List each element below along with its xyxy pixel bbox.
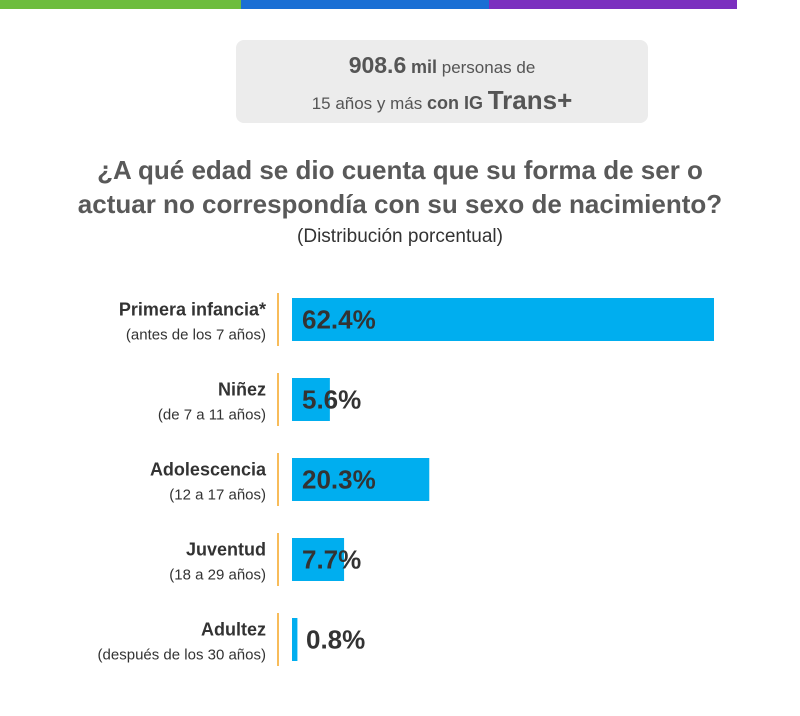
summary-total: 908.6 bbox=[348, 52, 407, 78]
summary-trans: Trans+ bbox=[487, 85, 573, 115]
category-sublabel: (antes de los 7 años) bbox=[126, 327, 266, 344]
value-label: 7.7% bbox=[302, 545, 361, 575]
summary-line1-rest: personas de bbox=[441, 58, 536, 77]
population-summary-box: 908.6 mil personas de 15 años y más con … bbox=[236, 40, 648, 123]
chart-title: ¿A qué edad se dio cuenta que su forma d… bbox=[0, 153, 800, 221]
value-label: 5.6% bbox=[302, 385, 361, 415]
category-label: Niñez bbox=[218, 380, 266, 400]
category-label: Adultez bbox=[201, 620, 266, 640]
bar bbox=[292, 298, 714, 341]
top-bar-purple bbox=[489, 0, 737, 9]
summary-line-1: 908.6 mil personas de bbox=[236, 52, 648, 81]
category-sublabel: (12 a 17 años) bbox=[169, 487, 266, 504]
category-label: Primera infancia* bbox=[119, 300, 266, 320]
value-label: 0.8% bbox=[306, 625, 365, 655]
chart-subtitle: (Distribución porcentual) bbox=[297, 226, 503, 247]
summary-unit: mil bbox=[410, 57, 437, 77]
category-sublabel: (después de los 30 años) bbox=[98, 647, 266, 664]
category-label: Adolescencia bbox=[150, 460, 267, 480]
summary-age-text: 15 años y más bbox=[311, 94, 423, 113]
top-bar-green bbox=[0, 0, 241, 9]
bar bbox=[292, 538, 345, 581]
bar bbox=[292, 618, 298, 661]
chart-title-line-1: ¿A qué edad se dio cuenta que su forma d… bbox=[97, 155, 703, 185]
top-color-bar bbox=[0, 0, 737, 9]
top-bar-blue bbox=[241, 0, 489, 9]
summary-line-2: 15 años y más con IG Trans+ bbox=[236, 87, 648, 117]
category-sublabel: (de 7 a 11 años) bbox=[158, 407, 266, 424]
value-label: 62.4% bbox=[302, 305, 376, 335]
chart-title-line-2: actuar no correspondía con su sexo de na… bbox=[77, 189, 723, 219]
value-label: 20.3% bbox=[302, 465, 376, 495]
category-label: Juventud bbox=[186, 540, 266, 560]
bar bbox=[292, 458, 430, 501]
bar bbox=[292, 378, 330, 421]
summary-con-ig: con IG bbox=[426, 93, 483, 113]
category-sublabel: (18 a 29 años) bbox=[169, 567, 266, 584]
